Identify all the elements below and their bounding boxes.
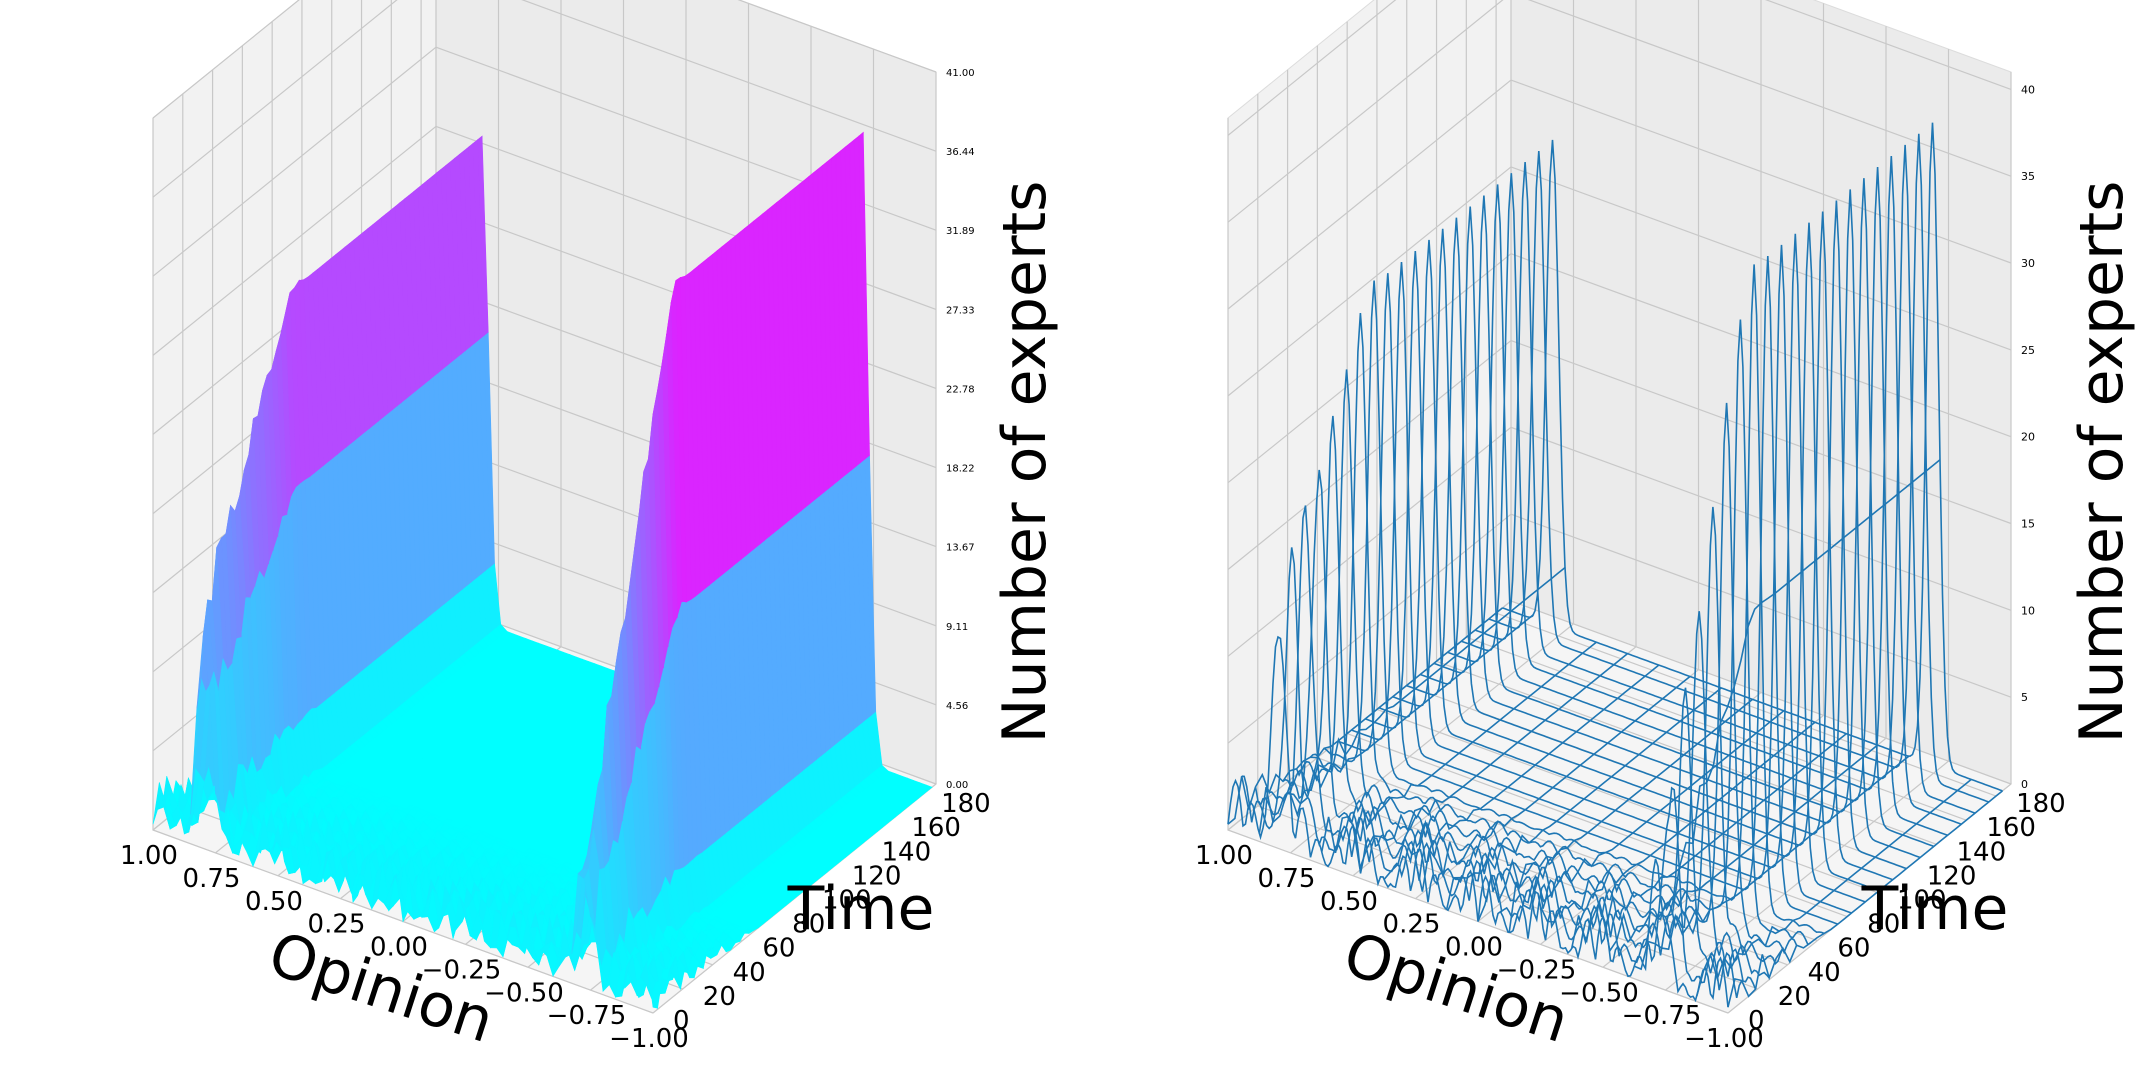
grid-line [152,46,937,277]
y-tick-label: 100 [822,885,872,915]
z-tick-label: 0.00 [946,780,968,791]
z-tick-label: 27.33 [946,305,975,316]
z-tick-label: 36.44 [946,147,975,158]
z-tick-label: 13.67 [946,543,975,554]
z-tick-label: 18.22 [946,464,975,475]
surface-y-axis-label: Time [787,874,935,944]
wireframe-plot-panel: 1.000.750.500.250.00−0.25−0.50−0.75−1.00… [1195,0,2137,1057]
y-tick-label: 180 [941,789,991,819]
x-tick-label: 0.75 [183,864,241,894]
x-tick-label: −0.75 [547,1001,627,1031]
surface-plot-panel: 1.000.750.500.250.00−0.25−0.50−0.75−1.00… [120,0,1060,1057]
z-tick-label: 31.89 [946,226,975,237]
x-tick-label: 0.50 [245,887,303,917]
z-tick-label: 9.11 [946,622,968,633]
y-tick-label: 120 [852,861,902,891]
x-tick-label: −1.00 [609,1024,689,1054]
y-tick-label: 80 [792,910,825,940]
grid-line [1665,760,1949,991]
x-tick-label: 1.00 [120,841,178,871]
y-tick-label: 20 [703,982,736,1012]
y-tick-label: 60 [762,934,795,964]
x-tick-label: −0.50 [484,978,564,1008]
y-tick-label: 0 [673,1006,690,1036]
grid-line [1290,623,1574,854]
y-tick-label: 160 [911,813,961,843]
surface-plot-ticks: 1.000.750.500.250.00−0.25−0.50−0.75−1.00… [120,68,991,1054]
surface-plot-surface [152,131,933,1010]
z-tick-label: 4.56 [946,701,968,712]
x-tick-label: 0.25 [308,910,366,940]
grid-line [152,0,937,198]
surface-z-axis-label: Number of experts [990,181,1060,744]
surface-patch [646,960,659,1009]
x-tick-label: 0.00 [370,933,428,963]
z-tick-label: 22.78 [946,384,975,395]
z-tick-label: 41.00 [946,68,975,79]
y-tick-label: 140 [882,837,932,867]
x-tick-label: −0.25 [422,955,502,985]
grid-line [152,0,937,119]
y-tick-label: 40 [733,958,766,988]
